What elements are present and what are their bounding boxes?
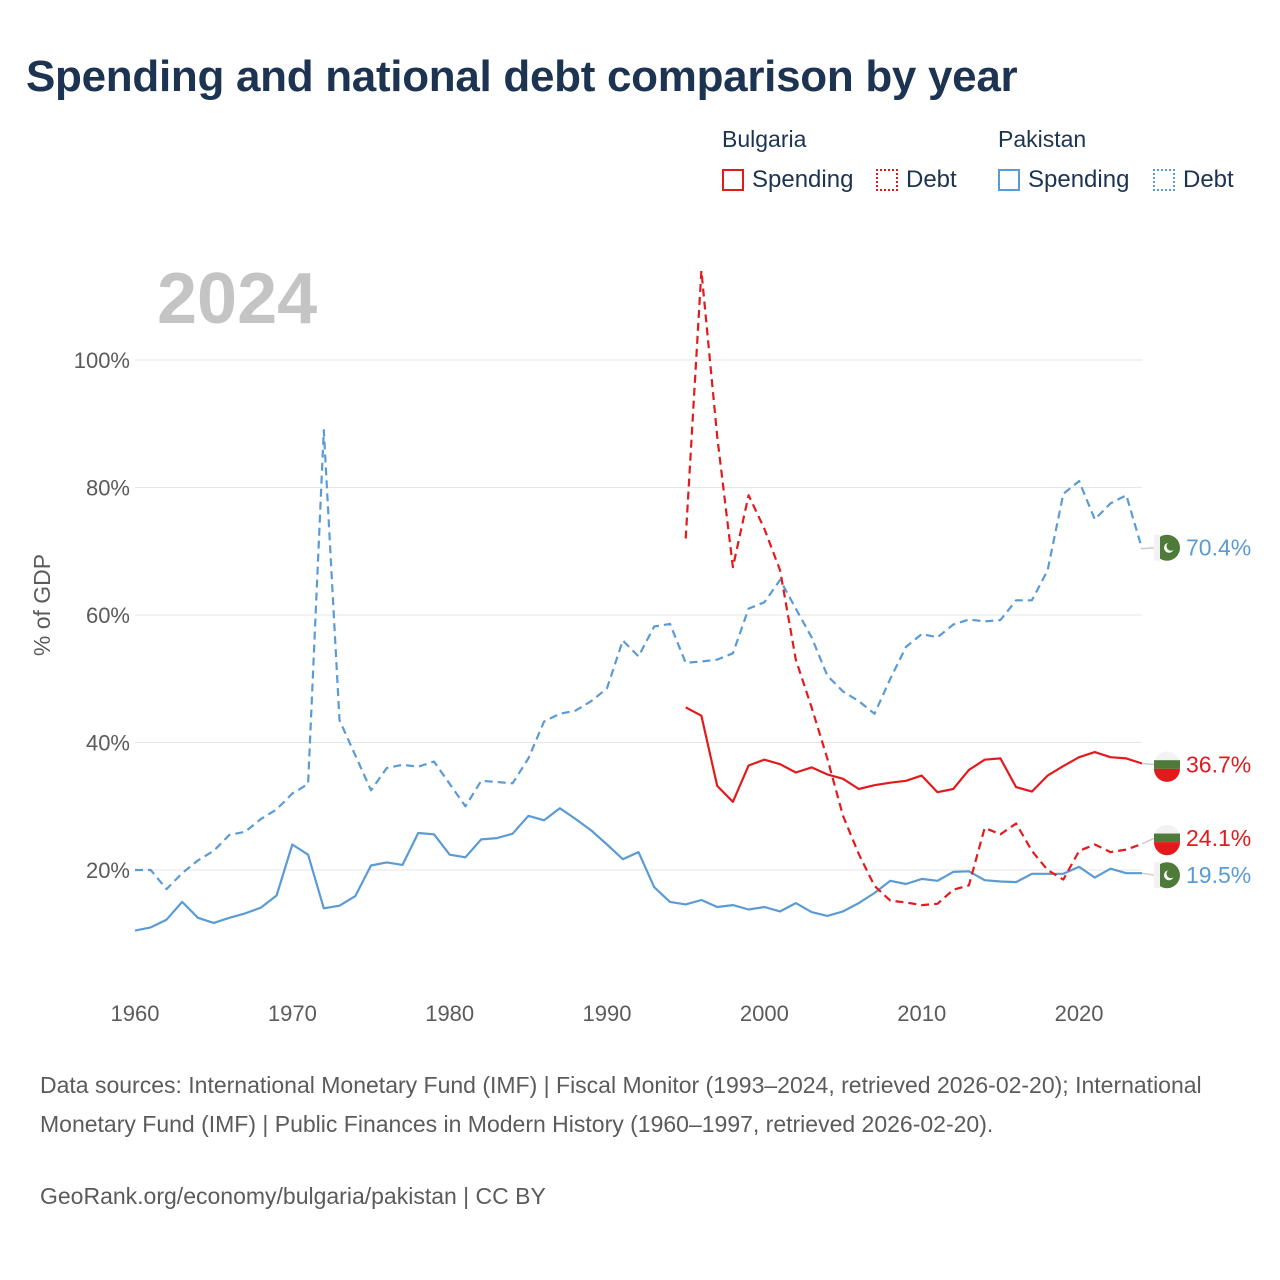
pakistan-spending-line[interactable] — [134, 807, 1142, 932]
y-tick-label: 100% — [74, 348, 130, 373]
pakistan-debt-leader — [1141, 546, 1156, 550]
pakistan-spending-leader — [1141, 872, 1156, 876]
bulgaria-spending-end-label: 36.7% — [1186, 752, 1251, 778]
pakistan-spending-end-label: 19.5% — [1186, 862, 1251, 888]
pakistan-debt-line[interactable] — [135, 429, 1144, 891]
bulgaria-flag-icon — [1154, 824, 1180, 856]
legend-group-bulgaria: Bulgaria — [722, 126, 807, 152]
dotted-swatch-icon — [876, 169, 898, 191]
bulgaria-spending-line[interactable] — [685, 706, 1143, 803]
pakistan-flag-icon — [1154, 534, 1180, 561]
solid-swatch-icon — [998, 169, 1020, 191]
x-tick-label: 2020 — [1055, 1001, 1104, 1026]
y-axis-label: % of GDP — [29, 554, 55, 656]
legend-label: Debt — [1183, 166, 1234, 193]
x-tick-label: 1970 — [268, 1001, 317, 1026]
legend-label: Spending — [1028, 166, 1130, 193]
bulgaria-flag-icon — [1154, 751, 1180, 782]
y-tick-label: 40% — [86, 731, 130, 756]
bulgaria-debt-line[interactable] — [684, 269, 1143, 907]
legend-item-pakistan-debt[interactable]: Debt — [1153, 166, 1234, 194]
solid-swatch-icon — [722, 169, 744, 191]
credit-link[interactable]: GeoRank.org/economy/bulgaria/pakistan | … — [40, 1183, 546, 1209]
bulgaria-debt-leader — [1141, 837, 1156, 845]
legend-group-pakistan: Pakistan — [998, 126, 1087, 152]
legend-label: Spending — [752, 166, 854, 193]
pakistan-flag-icon — [1154, 862, 1180, 889]
data-sources: Data sources: International Monetary Fun… — [40, 1072, 1202, 1137]
bulgaria-debt-end-label: 24.1% — [1186, 825, 1251, 851]
x-tick-label: 2010 — [897, 1001, 946, 1026]
bulgaria-spending-leader — [1141, 762, 1156, 766]
year-watermark: 2024 — [157, 259, 317, 339]
x-tick-label: 1990 — [583, 1001, 632, 1026]
x-tick-label: 1960 — [111, 1001, 160, 1026]
x-tick-label: 1980 — [425, 1001, 474, 1026]
dotted-swatch-icon — [1153, 169, 1175, 191]
y-tick-label: 80% — [86, 476, 130, 501]
line-chart: 2024 % of GDP 20% 40% 60% 80% 100% 1960 1970 19… — [29, 259, 1251, 1026]
legend-item-pakistan-spending[interactable]: Spending — [998, 166, 1129, 194]
legend-label: Debt — [906, 166, 957, 193]
chart-title: Spending and national debt comparison by… — [26, 52, 1018, 101]
y-tick-label: 60% — [86, 603, 130, 628]
pakistan-debt-end-label: 70.4% — [1186, 535, 1251, 561]
x-tick-label: 2000 — [740, 1001, 789, 1026]
legend-item-bulgaria-debt[interactable]: Debt — [876, 166, 957, 194]
y-tick-label: 20% — [86, 858, 130, 883]
legend-item-bulgaria-spending[interactable]: Spending — [722, 166, 853, 194]
